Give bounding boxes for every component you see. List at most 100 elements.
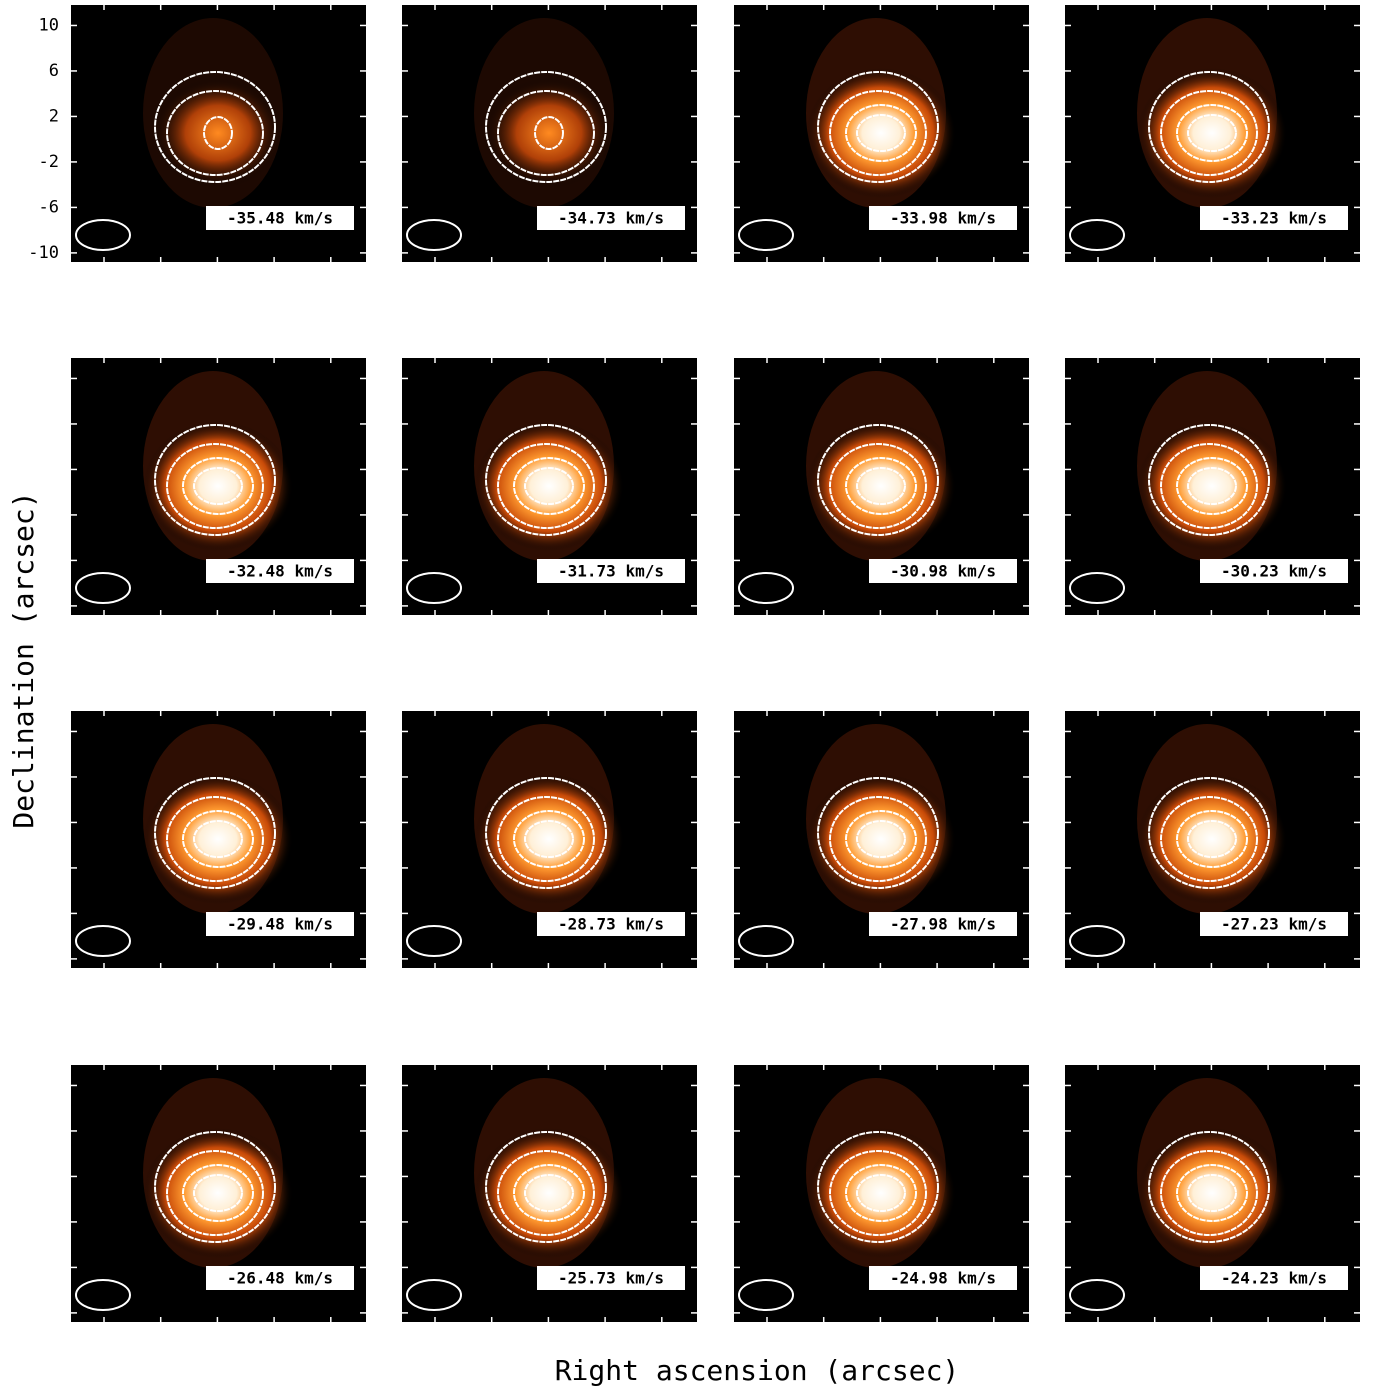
beam — [406, 1279, 462, 1311]
panel: -32.48 km/s — [71, 358, 366, 615]
velocity-label: -34.73 km/s — [558, 209, 664, 228]
contour — [524, 1174, 574, 1212]
contour — [817, 424, 939, 536]
emission — [806, 1128, 956, 1258]
emission — [1137, 421, 1287, 551]
contour — [534, 116, 564, 150]
contour — [513, 1164, 585, 1222]
contour — [182, 457, 254, 515]
contour — [1148, 71, 1270, 183]
contour — [817, 71, 939, 183]
contour — [154, 71, 276, 183]
contour — [845, 457, 917, 515]
contour — [856, 1174, 906, 1212]
panel: -24.23 km/s — [1065, 1065, 1360, 1322]
label-box — [537, 559, 685, 583]
velocity-label: -30.98 km/s — [890, 562, 996, 581]
contour — [1187, 114, 1237, 152]
contour — [829, 90, 927, 176]
beam — [406, 572, 462, 604]
contour — [1176, 1164, 1248, 1222]
emission — [806, 774, 956, 904]
contour — [856, 820, 906, 858]
contour — [856, 467, 906, 505]
velocity-label: -26.48 km/s — [227, 1269, 333, 1288]
label-box — [869, 912, 1017, 936]
contour — [524, 820, 574, 858]
panel: -35.48 km/s — [71, 5, 366, 262]
contour — [1160, 1150, 1258, 1236]
contour — [1160, 443, 1258, 529]
contour — [497, 443, 595, 529]
y-tick-label: -2 — [39, 152, 59, 172]
beam — [1069, 1279, 1125, 1311]
velocity-label: -32.48 km/s — [227, 562, 333, 581]
contour — [524, 467, 574, 505]
velocity-label: -25.73 km/s — [558, 1269, 664, 1288]
contour — [497, 90, 595, 176]
label-box — [206, 912, 354, 936]
contour — [485, 424, 607, 536]
contour — [166, 90, 264, 176]
velocity-label: -28.73 km/s — [558, 915, 664, 934]
contour — [497, 1150, 595, 1236]
contour — [154, 777, 276, 889]
y-tick-label: 10 — [39, 15, 59, 35]
panel: -27.23 km/s — [1065, 711, 1360, 968]
velocity-label: -31.73 km/s — [558, 562, 664, 581]
label-box — [206, 206, 354, 230]
panel: -30.23 km/s — [1065, 358, 1360, 615]
velocity-label: -30.23 km/s — [1221, 562, 1327, 581]
label-box — [869, 1266, 1017, 1290]
label-box — [1200, 1266, 1348, 1290]
label-box — [1200, 912, 1348, 936]
velocity-label: -27.98 km/s — [890, 915, 996, 934]
beam — [75, 925, 131, 957]
panel: -26.48 km/s — [71, 1065, 366, 1322]
label-box — [869, 206, 1017, 230]
panel: -27.98 km/s — [734, 711, 1029, 968]
contour — [193, 820, 243, 858]
label-box — [537, 912, 685, 936]
panel: -25.73 km/s — [402, 1065, 697, 1322]
contour — [1148, 424, 1270, 536]
panel: -33.98 km/s — [734, 5, 1029, 262]
velocity-label: -24.98 km/s — [890, 1269, 996, 1288]
velocity-label: -35.48 km/s — [227, 209, 333, 228]
contour — [845, 104, 917, 162]
beam — [738, 925, 794, 957]
beam — [738, 572, 794, 604]
contour — [845, 810, 917, 868]
beam — [1069, 572, 1125, 604]
contour — [829, 796, 927, 882]
contour — [166, 1150, 264, 1236]
contour — [1148, 777, 1270, 889]
contour — [182, 1164, 254, 1222]
contour — [485, 71, 607, 183]
emission — [143, 1128, 293, 1258]
x-axis-label: Right ascension (arcsec) — [555, 1354, 960, 1387]
contour — [1160, 796, 1258, 882]
contour — [845, 1164, 917, 1222]
emission — [806, 68, 956, 198]
contour — [1148, 1131, 1270, 1243]
contour — [1187, 1174, 1237, 1212]
contour — [856, 114, 906, 152]
velocity-label: -29.48 km/s — [227, 915, 333, 934]
beam — [75, 1279, 131, 1311]
beam — [406, 925, 462, 957]
panel: -34.73 km/s — [402, 5, 697, 262]
panel: -24.98 km/s — [734, 1065, 1029, 1322]
beam — [406, 219, 462, 251]
y-tick-label: -10 — [28, 243, 59, 263]
contour — [154, 424, 276, 536]
panel: -33.23 km/s — [1065, 5, 1360, 262]
contour — [497, 796, 595, 882]
contour — [1176, 457, 1248, 515]
contour — [1176, 810, 1248, 868]
label-box — [537, 1266, 685, 1290]
emission — [143, 421, 293, 551]
label-box — [206, 1266, 354, 1290]
contour — [485, 1131, 607, 1243]
